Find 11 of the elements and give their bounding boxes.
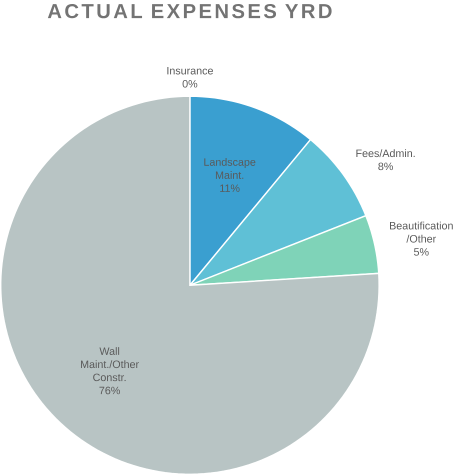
category-label: Insurance [167,67,214,74]
chart-title: ACTUAL EXPENSES YRD [48,4,332,18]
slice-label: Landscape Maint. [204,158,256,179]
text: 0% [182,80,198,88]
slice-label: Beautification /Other [390,222,453,243]
data-label: 8% [378,162,394,170]
slice-label: Wall Maint./Other Constr. [81,347,139,382]
data-label: 76% [99,386,120,394]
data-label: 11% [220,184,240,192]
data-label: 5% [414,248,429,256]
slice-label: Fees/Admin. [356,149,415,158]
